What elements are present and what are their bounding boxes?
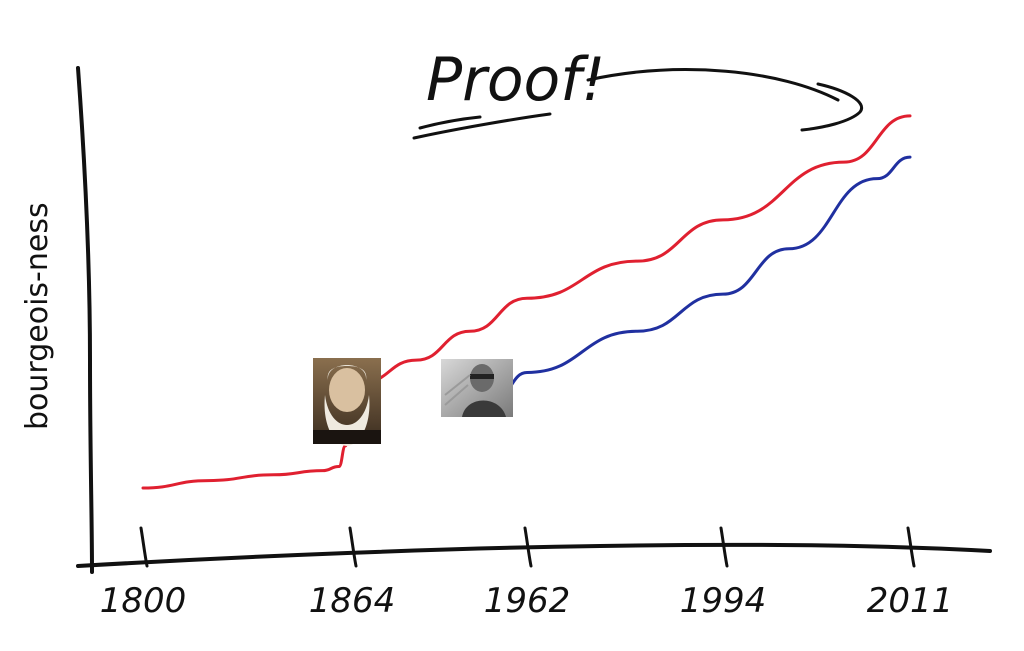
x-tick-mark <box>348 526 358 568</box>
portrait-photo-1 <box>313 358 381 446</box>
x-tick-mark <box>523 526 533 568</box>
title-underline-2 <box>418 115 482 130</box>
y-axis-label: bourgeois-ness <box>20 202 55 430</box>
x-tick-mark <box>139 526 149 568</box>
portrait-photo-2 <box>441 359 513 417</box>
x-tick-mark <box>906 526 916 568</box>
x-axis <box>76 542 992 568</box>
red-series-line <box>141 114 912 490</box>
title-underline <box>412 112 552 140</box>
x-tick-label: 1994 <box>680 581 767 621</box>
x-tick-label: 1800 <box>100 581 187 621</box>
blue-series-line <box>468 155 912 411</box>
chart-title: Proof! <box>426 45 605 115</box>
title-arrow <box>586 68 864 132</box>
y-axis <box>76 66 94 574</box>
x-tick-label: 2011 <box>867 581 954 621</box>
x-tick-label: 1864 <box>309 581 396 621</box>
x-tick-mark <box>719 526 729 568</box>
x-tick-label: 1962 <box>484 581 571 621</box>
